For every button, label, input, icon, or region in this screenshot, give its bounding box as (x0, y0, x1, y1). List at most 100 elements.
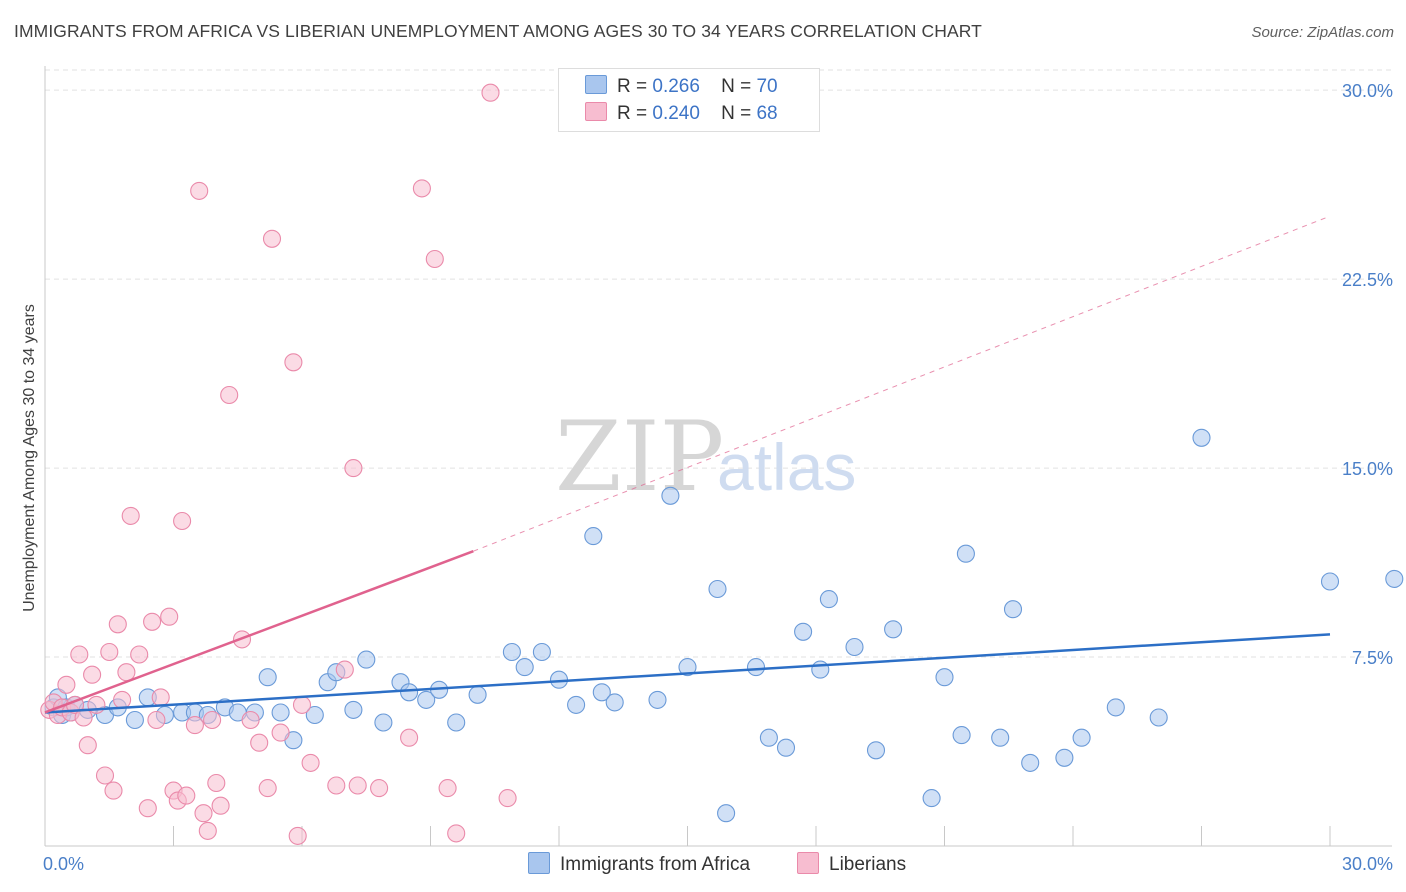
liberians-point-49 (344, 459, 363, 478)
liberians-point-35 (211, 796, 230, 815)
liberians-point-29 (185, 716, 204, 735)
trend-line-liberians (44, 550, 474, 714)
liberians-point-12 (95, 766, 115, 785)
africa-point-64 (1106, 698, 1125, 717)
africa-point-48 (776, 738, 796, 757)
africa-point-35 (532, 642, 551, 662)
africa-point-59 (991, 728, 1010, 747)
x-tick-label-max: 30.0% (1342, 854, 1393, 874)
africa-point-9 (125, 710, 144, 730)
y-tick-label-1: 15.0% (1342, 459, 1393, 479)
liberians-point-55 (438, 779, 457, 798)
legend-swatch-pink (585, 102, 607, 121)
africa-point-44 (708, 579, 727, 599)
africa-point-61 (1021, 753, 1040, 772)
liberians-point-58 (498, 789, 517, 808)
bottom-legend-liberians[interactable]: Liberians (797, 852, 906, 876)
trend-lines (44, 215, 1331, 714)
legend-n-value: 68 (756, 103, 778, 124)
africa-point-40 (605, 693, 624, 712)
liberians-point-53 (412, 179, 431, 198)
legend-swatch-pink (797, 852, 819, 874)
liberians-point-10 (83, 665, 102, 684)
bottom-legend-africa[interactable]: Immigrants from Africa (528, 852, 750, 876)
grid-lines (45, 69, 1392, 658)
africa-point-42 (661, 486, 680, 505)
liberians-point-21 (143, 612, 162, 631)
africa-point-38 (584, 527, 603, 546)
liberians-point-48 (335, 660, 354, 679)
liberians-point-54 (425, 249, 444, 269)
africa-point-63 (1072, 728, 1091, 747)
liberians-point-19 (130, 645, 149, 664)
africa-point-50 (811, 660, 830, 679)
liberians-point-44 (288, 826, 307, 845)
liberians-point-34 (207, 773, 226, 793)
y-tick-label-3: 30.0% (1342, 81, 1393, 101)
africa-point-41 (648, 690, 667, 709)
africa-point-67 (1320, 572, 1340, 591)
legend-row-africa: R = 0.266 N = 70 (585, 75, 778, 99)
legend-swatch-blue (528, 852, 550, 874)
liberians-point-57 (481, 83, 500, 102)
legend-n-value: 70 (756, 76, 778, 97)
liberians-point-40 (258, 779, 277, 798)
liberians-point-51 (370, 779, 389, 798)
legend-r-value: 0.266 (652, 76, 700, 97)
liberians-point-23 (151, 688, 170, 707)
legend-r-label: R = (617, 103, 648, 124)
y-tick-label-0: 7.5% (1352, 648, 1393, 668)
legend-r-value: 0.240 (652, 103, 700, 124)
liberians-point-22 (147, 710, 166, 730)
liberians-point-32 (198, 821, 217, 840)
liberians-point-15 (108, 615, 127, 634)
y-tick-label-2: 22.5% (1342, 270, 1393, 290)
africa-point-21 (305, 705, 324, 725)
africa-point-49 (794, 622, 813, 641)
africa-point-60 (1003, 600, 1023, 619)
watermark-atlas: atlas (717, 430, 856, 504)
africa-point-62 (1055, 748, 1074, 767)
legend-label-liberians: Liberians (829, 854, 907, 875)
liberians-point-36 (220, 385, 239, 405)
africa-point-58 (956, 544, 975, 563)
liberians-point-14 (104, 781, 123, 800)
liberians-point-46 (301, 753, 320, 772)
liberians-point-16 (113, 690, 132, 709)
africa-point-43 (678, 658, 697, 677)
liberians-point-7 (70, 645, 89, 664)
watermark: ZIP atlas (555, 401, 856, 513)
africa-point-54 (884, 620, 903, 639)
trend-line-liberians-extrapolated (473, 215, 1331, 552)
africa-point-37 (567, 695, 586, 714)
liberians-point-42 (271, 723, 290, 742)
x-tick-label-min: 0.0% (43, 854, 84, 874)
liberians-point-56 (447, 824, 466, 843)
africa-point-57 (952, 726, 971, 745)
liberians-point-52 (400, 728, 419, 747)
liberians-point-43 (284, 353, 303, 372)
legend-n-label: N = (721, 103, 752, 124)
africa-point-66 (1192, 428, 1211, 447)
africa-point-56 (935, 668, 954, 687)
africa-point-32 (468, 685, 487, 704)
africa-point-19 (271, 703, 290, 722)
legend-label-africa: Immigrants from Africa (560, 854, 751, 875)
source-credit: Source: ZipAtlas.com (1251, 24, 1394, 41)
liberians-point-39 (250, 733, 269, 752)
liberians-point-38 (241, 710, 260, 730)
series-liberians (40, 83, 517, 845)
legend-swatch-blue (585, 75, 607, 94)
africa-point-55 (922, 789, 941, 808)
liberians-point-18 (121, 506, 140, 525)
liberians-point-41 (262, 229, 282, 248)
africa-point-24 (344, 700, 363, 719)
africa-point-29 (417, 690, 436, 709)
africa-point-18 (258, 668, 277, 687)
legend-row-liberians: R = 0.240 N = 68 (585, 102, 778, 126)
trend-line-africa (44, 633, 1331, 714)
liberians-point-24 (160, 607, 179, 626)
africa-point-65 (1149, 708, 1168, 727)
liberians-point-4 (57, 675, 76, 694)
